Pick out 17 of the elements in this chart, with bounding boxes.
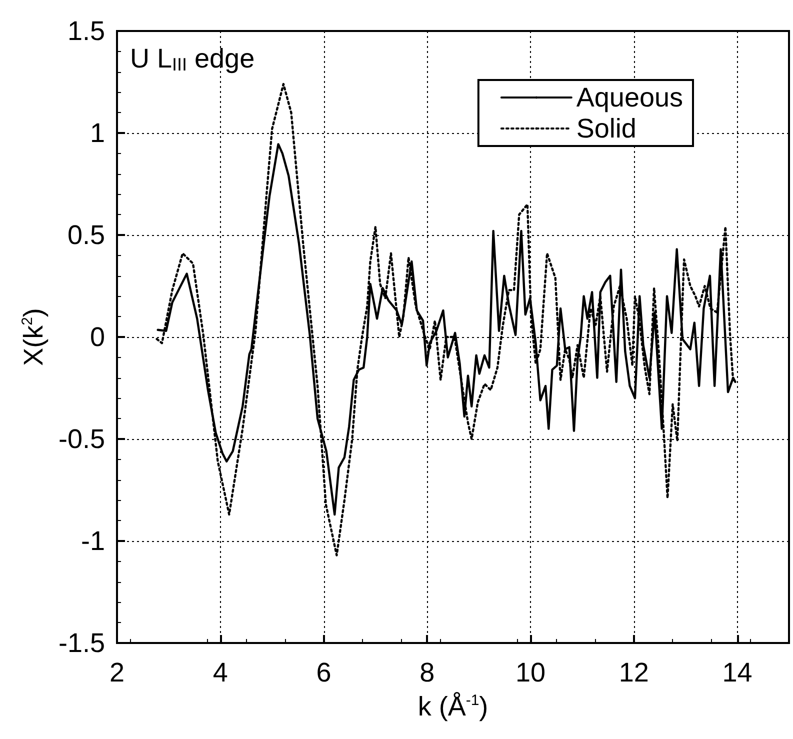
y-tick-label: -1 — [80, 526, 105, 556]
x-tick-label: 14 — [722, 658, 752, 688]
y-tick-label: 1 — [90, 118, 105, 148]
y-tick-label: 0.5 — [67, 220, 105, 250]
y-tick-label: 1.5 — [67, 16, 105, 46]
x-tick-label: 10 — [516, 658, 546, 688]
legend-label: Aqueous — [576, 82, 684, 112]
x-tick-label: 4 — [212, 658, 228, 688]
x-tick-label: 12 — [618, 658, 649, 688]
legend-label: Solid — [576, 114, 636, 144]
x-tick-label: 8 — [420, 658, 435, 688]
y-tick-label: 0 — [90, 322, 105, 352]
y-tick-label: -0.5 — [58, 424, 105, 454]
x-tick-label: 6 — [316, 658, 332, 688]
y-axis-title: X(k2) — [18, 308, 48, 366]
x-tick-label: 2 — [109, 658, 125, 688]
y-tick-label: -1.5 — [58, 628, 105, 658]
